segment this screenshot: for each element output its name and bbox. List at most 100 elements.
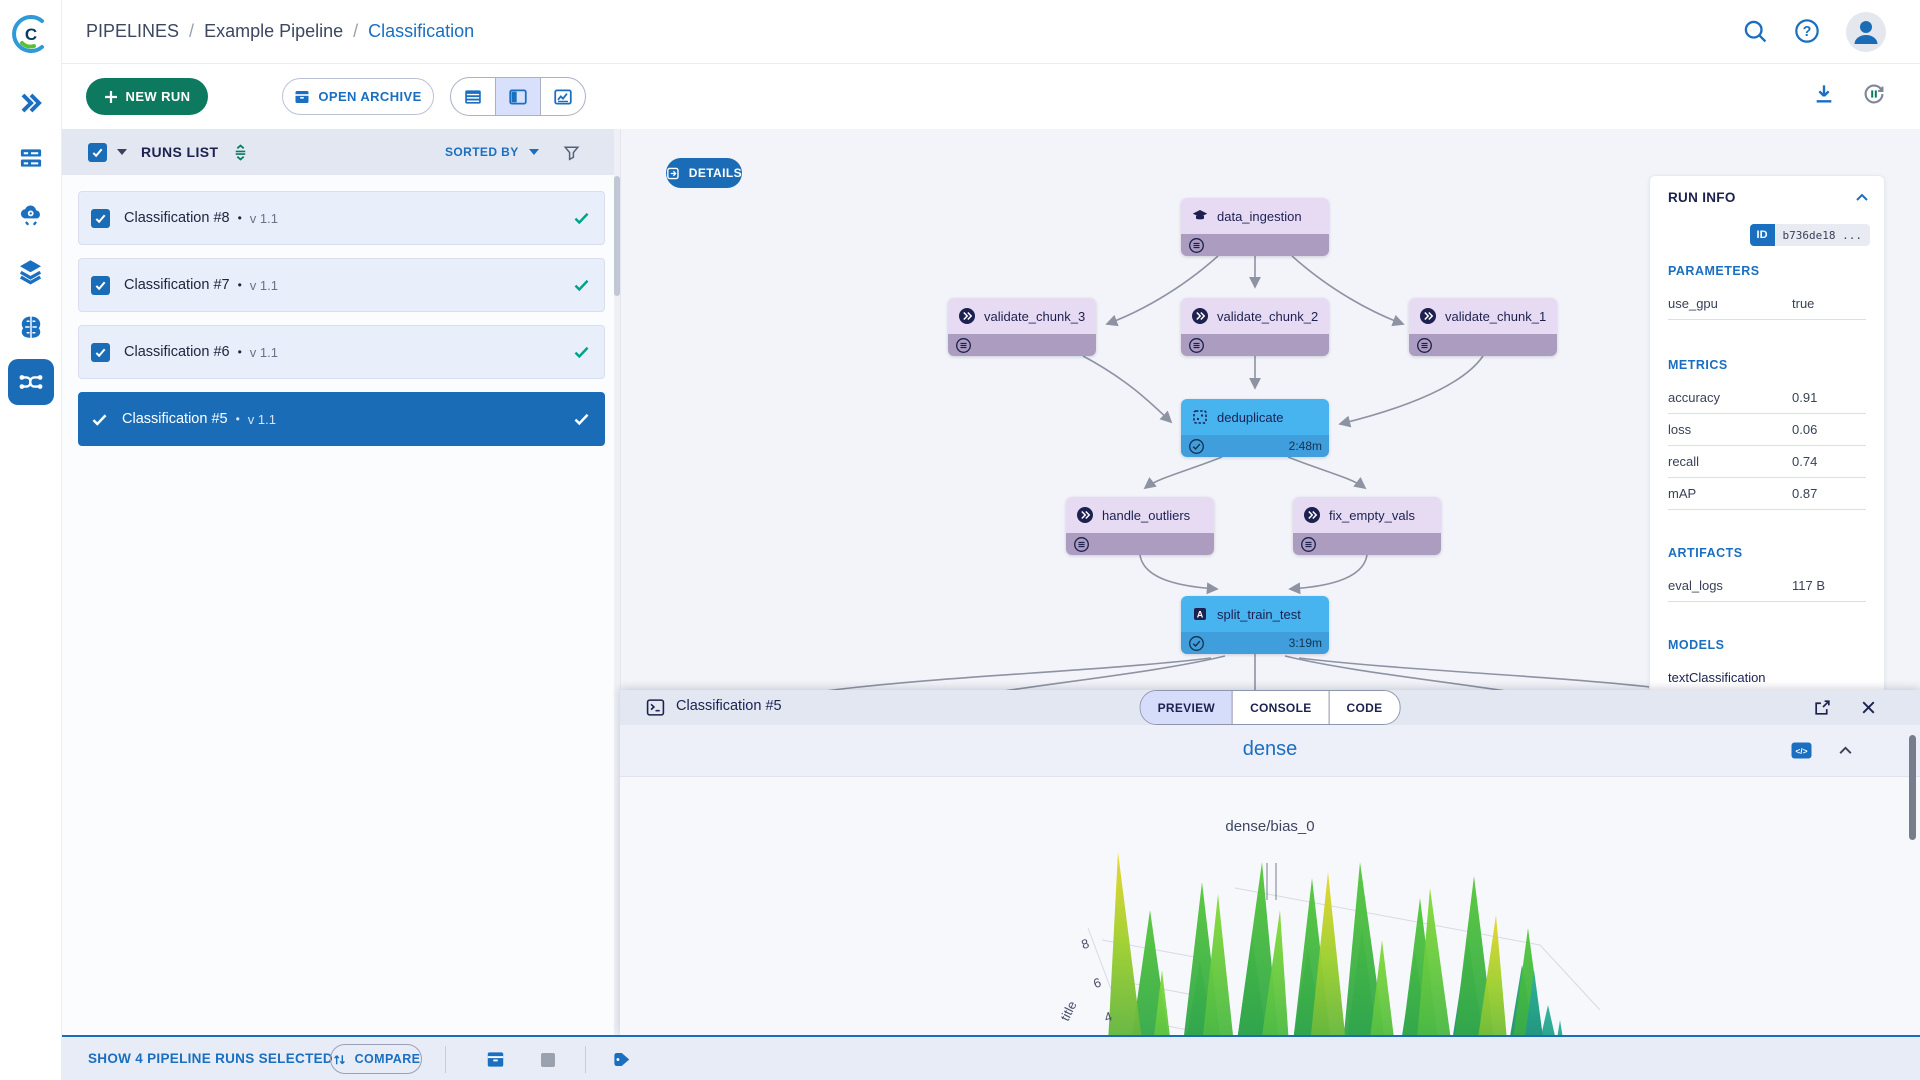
- preview-tab-console[interactable]: CONSOLE: [1232, 691, 1329, 724]
- help-icon[interactable]: ?: [1794, 18, 1822, 46]
- run-list-item[interactable]: Classification #7 • v 1.1: [78, 258, 605, 312]
- nav-models-icon[interactable]: [16, 312, 46, 342]
- artifacts-title: ARTIFACTS: [1668, 546, 1743, 560]
- run-checkbox[interactable]: [91, 208, 110, 228]
- node-strip: [1181, 334, 1329, 356]
- sorted-by-label: SORTED BY: [445, 145, 519, 159]
- select-all-checkbox[interactable]: [88, 142, 107, 162]
- chart-view-button[interactable]: [540, 78, 585, 115]
- plus-icon: [104, 90, 117, 103]
- preview-scrollbar-thumb[interactable]: [1909, 735, 1916, 840]
- left-nav-rail: C: [0, 0, 62, 1080]
- row-label: use_gpu: [1668, 296, 1718, 311]
- run-info-title: RUN INFO: [1668, 190, 1736, 205]
- metric-group-row[interactable]: dense </>: [620, 725, 1920, 777]
- dag-node-deduplicate[interactable]: deduplicate 2:48m: [1181, 399, 1329, 457]
- compare-button[interactable]: COMPARE: [330, 1044, 422, 1074]
- run-status-check-icon: [573, 210, 590, 227]
- metrics-rows: accuracy 0.91 loss 0.06 recall 0.74 mAP 0.87: [1668, 382, 1866, 510]
- close-icon[interactable]: [1859, 698, 1878, 717]
- footer-divider: [585, 1046, 586, 1073]
- breadcrumb-separator: /: [189, 21, 195, 41]
- parameters-rows: use_gpu true: [1668, 288, 1866, 320]
- details-button[interactable]: DETAILS: [666, 158, 742, 188]
- user-avatar[interactable]: [1846, 12, 1886, 52]
- node-strip: 2:48m: [1181, 435, 1329, 457]
- filter-icon[interactable]: [562, 143, 581, 162]
- surface-plot[interactable]: 8 6 4 title: [900, 850, 1620, 1035]
- sorted-by-caret: [528, 149, 539, 155]
- chevron-up-icon[interactable]: [1837, 742, 1854, 759]
- run-name: Classification #8: [124, 210, 230, 226]
- run-version: v 1.1: [249, 344, 278, 360]
- runs-list-scrollbar-thumb[interactable]: [614, 176, 620, 296]
- node-head: validate_chunk_1: [1409, 298, 1557, 334]
- breadcrumb-separator: /: [353, 21, 359, 41]
- breadcrumb-project[interactable]: Example Pipeline: [204, 21, 344, 41]
- row-label: loss: [1668, 422, 1692, 437]
- search-icon[interactable]: [1742, 18, 1770, 46]
- breadcrumb: PIPELINES / Example Pipeline / Classificatio…: [86, 21, 474, 42]
- details-label: DETAILS: [688, 166, 742, 180]
- run-checkbox[interactable]: [91, 275, 110, 295]
- tab-label: CONSOLE: [1250, 700, 1312, 715]
- dag-node-fix_empty_vals[interactable]: fix_empty_vals: [1293, 497, 1441, 555]
- nav-projects-icon[interactable]: [16, 88, 46, 118]
- split-view-button[interactable]: [495, 78, 540, 115]
- dag-node-handle_outliers[interactable]: handle_outliers: [1066, 497, 1214, 555]
- top-bar: PIPELINES / Example Pipeline / Classificatio…: [62, 0, 1920, 64]
- archive-action-icon[interactable]: [486, 1050, 505, 1069]
- dag-node-data_ingestion[interactable]: data_ingestion: [1181, 198, 1329, 256]
- new-run-button[interactable]: NEW RUN: [86, 78, 208, 115]
- tag-action-icon[interactable]: [612, 1050, 631, 1069]
- run-dot: •: [237, 345, 242, 359]
- run-list-item[interactable]: Classification #6 • v 1.1: [78, 325, 605, 379]
- terminal-icon: [646, 699, 665, 716]
- row-value: 117 B: [1792, 578, 1826, 593]
- nav-cloud-icon[interactable]: [16, 199, 46, 229]
- table-view-icon: [465, 89, 481, 104]
- dag-node-validate_chunk_2[interactable]: validate_chunk_2: [1181, 298, 1329, 356]
- run-list-item[interactable]: Classification #5 • v 1.1: [78, 392, 605, 446]
- breadcrumb-root[interactable]: PIPELINES: [86, 21, 180, 41]
- open-archive-button[interactable]: OPEN ARCHIVE: [282, 78, 434, 115]
- expand-icon[interactable]: [1813, 698, 1832, 717]
- selection-count-label[interactable]: SHOW 4 PIPELINE RUNS SELECTED: [88, 1051, 333, 1066]
- selected-check-icon: [92, 413, 107, 426]
- surface-peaks: [1108, 852, 1563, 1035]
- embed-code-icon[interactable]: </>: [1791, 741, 1812, 760]
- preview-tab-code[interactable]: CODE: [1328, 691, 1400, 724]
- nav-pipelines-icon[interactable]: [7, 359, 54, 405]
- node-head: data_ingestion: [1181, 198, 1329, 234]
- download-icon[interactable]: [1812, 82, 1840, 110]
- dag-node-validate_chunk_3[interactable]: validate_chunk_3: [948, 298, 1096, 356]
- node-head: fix_empty_vals: [1293, 497, 1441, 533]
- run-version: v 1.1: [247, 411, 276, 427]
- run-list-item[interactable]: Classification #8 • v 1.1: [78, 191, 605, 245]
- chevrons-icon: [1304, 507, 1320, 523]
- run-dot: •: [237, 278, 242, 292]
- run-id-chip[interactable]: ID b736de18 ...: [1749, 224, 1870, 246]
- node-label: fix_empty_vals: [1329, 507, 1415, 523]
- node-strip: 3:19m: [1181, 632, 1329, 654]
- nav-workers-icon[interactable]: [16, 143, 46, 173]
- run-checkbox[interactable]: [91, 342, 110, 362]
- nav-datasets-icon[interactable]: [16, 256, 46, 286]
- dag-node-validate_chunk_1[interactable]: validate_chunk_1: [1409, 298, 1557, 356]
- preview-tab-preview[interactable]: PREVIEW: [1140, 691, 1233, 724]
- table-view-button[interactable]: [451, 78, 495, 115]
- parameters-title: PARAMETERS: [1668, 264, 1760, 278]
- row-label: eval_logs: [1668, 578, 1723, 593]
- row-label: textClassification: [1668, 670, 1766, 685]
- collapse-panel-icon[interactable]: [1854, 190, 1870, 206]
- auto-refresh-pause-icon[interactable]: [1862, 82, 1890, 110]
- select-dropdown-caret[interactable]: [117, 149, 127, 155]
- sorted-by-control[interactable]: SORTED BY: [445, 129, 539, 175]
- node-label: handle_outliers: [1102, 507, 1191, 523]
- menu-circle-icon: [1189, 237, 1204, 253]
- check-icon: [92, 148, 103, 157]
- collapse-all-icon[interactable]: [231, 143, 250, 162]
- plot-title: dense/bias_0: [1225, 818, 1315, 835]
- svg-text:</>: </>: [1795, 746, 1807, 756]
